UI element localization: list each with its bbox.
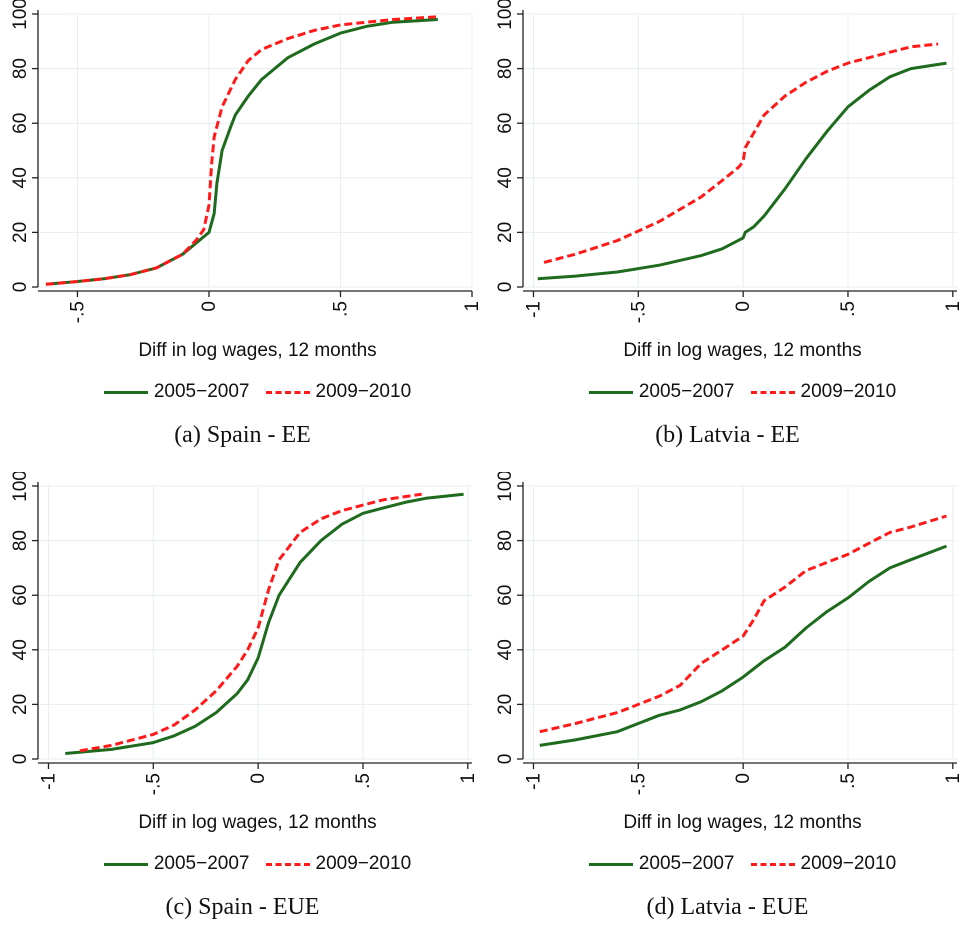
x-axis-label: Diff in log wages, 12 months [138,340,377,361]
chart-spain-ee: 0 20 40 60 80 100 -.5 0 .5 1 [10,0,483,323]
y-tick-label: 0 [10,282,31,293]
legend-item-2009-2010: 2009−2010 [750,381,897,403]
panel-a: 0 20 40 60 80 100 -.5 0 .5 1 Diff in log wages, 1… [0,0,485,462]
legend: 2005−2007 2009−2010 [30,853,485,875]
y-tick-label: 0 [495,282,516,293]
panel-caption: (d) Latvia - EUE [646,894,809,920]
legend-item-2009-2010: 2009−2010 [265,381,412,403]
legend: 2005−2007 2009−2010 [30,381,485,403]
legend-swatch-solid [588,862,633,866]
y-tick-label: 60 [10,585,31,606]
series-line-2005-2007 [65,492,464,755]
x-axis-label: Diff in log wages, 12 months [623,812,862,833]
series-line-2009-2010 [543,42,939,264]
x-tick-label: -.5 [628,301,649,323]
x-tick-label: 0 [199,301,220,312]
legend-swatch-dashed [750,390,795,394]
legend: 2005−2007 2009−2010 [515,853,970,875]
chart-latvia-ee: 0 20 40 60 80 100 -1 -.5 0 .5 1 [495,0,964,323]
series-line-2005-2007 [537,61,947,281]
y-tick-label: 60 [495,113,516,134]
x-axis-label: Diff in log wages, 12 months [138,812,377,833]
y-tick-label: 80 [10,530,31,551]
x-tick-label: -.5 [67,301,88,323]
panel-caption: (b) Latvia - EE [655,422,800,448]
chart-spain-eue: 0 20 40 60 80 100 -1 -.5 0 .5 1 [10,472,479,795]
y-tick-label: 40 [495,167,516,188]
x-tick-label: -1 [523,301,544,318]
legend-item-2005-2007: 2005−2007 [588,381,735,403]
x-tick-label: .5 [353,773,374,789]
legend-label: 2009−2010 [315,381,412,402]
panel-caption: (c) Spain - EUE [165,894,320,920]
x-tick-label: .5 [838,301,859,317]
x-tick-label: 1 [943,773,964,784]
x-tick-label: 1 [943,301,964,312]
x-tick-label: 1 [458,773,479,784]
y-tick-label: 40 [495,639,516,660]
x-axis-label: Diff in log wages, 12 months [623,340,862,361]
legend-label: 2005−2007 [638,381,735,402]
x-tick-label: .5 [330,301,351,317]
chart-latvia-eue: 0 20 40 60 80 100 -1 -.5 0 .5 1 [495,472,964,795]
legend-swatch-solid [588,390,633,394]
legend-item-2009-2010: 2009−2010 [750,853,897,875]
y-tick-label: 20 [495,222,516,243]
x-tick-label: 0 [248,773,269,784]
y-tick-label: 20 [10,694,31,715]
y-tick-label: 0 [10,754,31,765]
y-tick-label: 60 [10,113,31,134]
y-tick-label: 100 [10,0,31,30]
legend-label: 2009−2010 [315,853,412,874]
x-tick-label: -1 [523,773,544,790]
panel-b: 0 20 40 60 80 100 -1 -.5 0 .5 1 Diff in log wages,… [485,0,970,462]
series-line-2009-2010 [539,514,947,734]
legend-label: 2009−2010 [800,853,897,874]
legend-item-2005-2007: 2005−2007 [588,853,735,875]
legend-label: 2005−2007 [153,381,250,402]
x-tick-label: 0 [733,773,754,784]
panel-caption: (a) Spain - EE [174,422,311,448]
legend-label: 2005−2007 [638,853,735,874]
y-tick-label: 100 [10,472,31,502]
legend-item-2005-2007: 2005−2007 [103,853,250,875]
x-tick-label: 1 [462,301,483,312]
series-line-2005-2007 [45,18,438,286]
series-line-2005-2007 [539,544,948,747]
y-tick-label: 40 [10,639,31,660]
legend: 2005−2007 2009−2010 [515,381,970,403]
y-tick-label: 20 [495,694,516,715]
x-tick-label: .5 [838,773,859,789]
legend-item-2005-2007: 2005−2007 [103,381,250,403]
y-tick-label: 40 [10,167,31,188]
panel-d: 0 20 40 60 80 100 -1 -.5 0 .5 1 Diff in log wages,… [485,472,970,934]
legend-swatch-dashed [265,390,310,394]
y-tick-label: 100 [495,0,516,30]
legend-label: 2009−2010 [800,381,897,402]
y-tick-label: 80 [495,530,516,551]
legend-swatch-dashed [265,862,310,866]
series-line-2009-2010 [45,15,438,286]
legend-item-2009-2010: 2009−2010 [265,853,412,875]
y-tick-label: 100 [495,472,516,502]
legend-label: 2005−2007 [153,853,250,874]
legend-swatch-solid [103,862,148,866]
y-tick-label: 60 [495,585,516,606]
x-tick-label: 0 [733,301,754,312]
x-tick-label: -.5 [143,773,164,795]
legend-swatch-dashed [750,862,795,866]
y-tick-label: 0 [495,754,516,765]
y-tick-label: 80 [495,58,516,79]
legend-swatch-solid [103,390,148,394]
x-tick-label: -1 [38,773,59,790]
panel-c: 0 20 40 60 80 100 -1 -.5 0 .5 1 Diff in log wages,… [0,472,485,934]
y-tick-label: 80 [10,58,31,79]
series-line-2009-2010 [79,492,422,753]
y-tick-label: 20 [10,222,31,243]
x-tick-label: -.5 [628,773,649,795]
